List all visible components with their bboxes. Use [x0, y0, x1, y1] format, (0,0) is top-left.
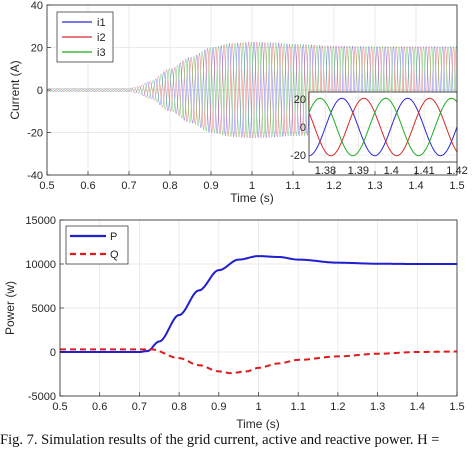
current-x-tick-label: 1.4	[408, 180, 423, 192]
power-x-tick-label: 0.6	[92, 401, 107, 413]
legend-q-label: Q	[110, 249, 119, 261]
current-y-tick-label: 0	[37, 85, 43, 97]
current-y-tick-label: -40	[27, 170, 43, 182]
figure-caption: Fig. 7. Simulation results of the grid c…	[0, 432, 440, 448]
inset-y-tick-label: -20	[290, 150, 306, 162]
current-y-tick-label: 40	[31, 0, 43, 12]
inset-x-tick-label: 1.39	[348, 165, 369, 177]
power-y-tick-label: 5000	[32, 303, 56, 315]
power-x-axis-label: Time (s)	[236, 417, 280, 431]
power-chart: 0.5 0.6 0.7 0.8 0.9 1 1.1 1.2 1.3 1.4 1.5 -5000 0 500…	[3, 215, 465, 431]
inset-x-tick-label: 1.4	[384, 165, 399, 177]
power-x-tick-label: 1.4	[410, 401, 425, 413]
current-legend: i1 i2 i3	[56, 11, 114, 63]
power-y-tick-label: 0	[50, 347, 56, 359]
power-x-tick-label: 0.5	[52, 401, 67, 413]
current-x-tick-label: 0.9	[203, 180, 218, 192]
inset-line-i3	[308, 97, 458, 157]
inset-x-tick-label: 1.41	[413, 165, 434, 177]
inset-line-i1	[308, 97, 458, 157]
legend-i2-label: i2	[97, 32, 106, 44]
power-x-tick-label: 1.5	[449, 401, 464, 413]
power-x-tick-label: 0.7	[132, 401, 147, 413]
power-legend-box	[65, 225, 129, 265]
current-y-tick-label: -20	[27, 128, 43, 140]
inset-y-tick-label: 0	[300, 122, 306, 134]
current-y-tick-label: 20	[31, 43, 43, 55]
power-y-tick-label: 10000	[25, 259, 56, 271]
current-line-i2	[46, 41, 458, 139]
current-x-tick-label: 0.5	[39, 180, 54, 192]
power-legend: P Q	[65, 225, 129, 265]
legend-i3-label: i3	[97, 47, 106, 59]
power-y-tick-label: 15000	[25, 215, 56, 227]
current-x-tick-label: 1.3	[367, 180, 382, 192]
power-line-P	[60, 255, 457, 353]
current-x-tick-label: 1	[249, 180, 255, 192]
power-x-tick-label: 1.1	[291, 401, 306, 413]
power-y-tick-label: -5000	[28, 391, 56, 403]
current-x-tick-label: 0.6	[80, 180, 95, 192]
power-x-tick-label: 1.3	[370, 401, 385, 413]
power-x-tick-label: 0.9	[211, 401, 226, 413]
power-line-Q	[60, 348, 457, 375]
current-x-tick-label: 1.2	[326, 180, 341, 192]
current-x-tick-label: 0.7	[121, 180, 136, 192]
legend-p-label: P	[110, 231, 117, 243]
current-x-tick-label: 0.8	[162, 180, 177, 192]
current-x-tick-label: 1.5	[449, 180, 464, 192]
power-x-tick-label: 1	[255, 401, 261, 413]
current-x-axis-label: Time (s)	[230, 191, 274, 205]
inset-y-tick-label: 20	[294, 94, 306, 106]
current-y-axis-label: Current (A)	[8, 60, 22, 119]
inset-x-tick-label: 1.38	[315, 165, 336, 177]
inset-line-i2	[308, 97, 458, 157]
power-y-axis-label: Power (w)	[3, 281, 17, 335]
current-line-i3	[46, 41, 458, 139]
power-x-tick-label: 1.2	[330, 401, 345, 413]
power-x-tick-label: 0.8	[171, 401, 186, 413]
legend-i1-label: i1	[97, 17, 106, 29]
current-x-tick-label: 1.1	[285, 180, 300, 192]
